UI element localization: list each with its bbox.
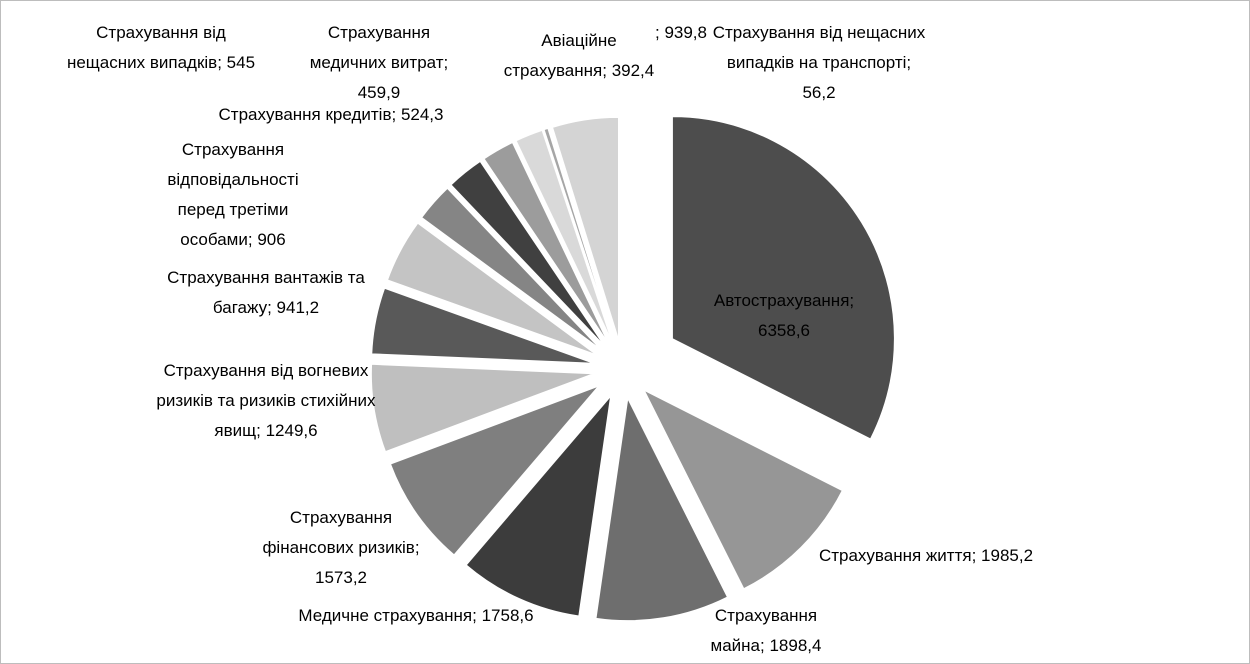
slice-name: Медичне страхування; [298,606,477,625]
slice-name: Страхування відповідальності перед треті… [167,140,299,249]
slice-value: 6358,6 [758,321,810,340]
slice-label: Страхування медичних витрат; 459,9 [292,18,467,108]
slice-name: Страхування медичних витрат; [309,23,449,72]
slice-name: Автострахування; [713,291,855,310]
pie-slice [371,287,594,364]
slice-value: 524,3 [400,105,444,124]
pie-slice [465,394,612,617]
slice-label: Страхування фінансових ризиків; 1573,2 [261,503,421,593]
slice-value: 56,2 [802,83,836,102]
slice-name: Страхування майна; [710,606,818,655]
slice-label: Медичне страхування; 1758,6 [291,601,541,631]
slice-value: 545 [226,53,256,72]
pie-slice [389,385,599,556]
slice-label: Страхування життя; 1985,2 [811,541,1041,571]
slice-value: 1573,2 [315,568,367,587]
slice-label: Страхування майна; 1898,4 [691,601,841,661]
pie-slice [671,116,895,440]
slice-label: Страхування відповідальності перед треті… [148,135,318,255]
pie-slice [450,160,605,346]
slice-value: 392,4 [611,61,655,80]
slice-label: Авіаційне страхування; 392,4 [497,26,662,86]
pie-slice [421,187,601,350]
slice-label: ; 939,8 [636,18,726,48]
slice-name: Страхування вантажів та багажу; [167,268,365,317]
slice-value: 1985,2 [981,546,1034,565]
slice-name: Страхування кредитів; [218,105,397,124]
slice-value: 906 [257,230,286,249]
slice-name: Страхування фінансових ризиків; [262,508,420,557]
slice-value: 1249,6 [265,421,318,440]
slice-value: 1758,6 [481,606,534,625]
pie-slice [370,363,594,453]
slice-name: Страхування від нещасних випадків на тра… [712,23,926,72]
slice-name: Авіаційне страхування; [503,31,617,80]
pie-slice [543,127,615,341]
slice-label: Страхування від нещасних випадків; 545 [61,18,261,78]
slice-value: ; 939,8 [655,23,707,42]
slice-label: Страхування від вогневих ризиків та ризи… [151,356,381,446]
slice-name: Страхування від нещасних випадків; [66,23,226,72]
pie-slice [551,116,619,340]
slice-value: 459,9 [357,83,401,102]
slice-name: Страхування від вогневих ризиків та ризи… [156,361,376,440]
slice-value: 1898,4 [769,636,822,655]
pie-slice [515,129,613,342]
slice-label: Автострахування; 6358,6 [689,286,879,346]
slice-label: Страхування від нещасних випадків на тра… [712,18,927,108]
pie-slice [595,396,729,622]
pie-slice [483,141,609,344]
slice-label: Страхування кредитів; 524,3 [211,100,451,130]
pie-slice [643,389,843,590]
pie-slice [386,222,597,356]
slice-name: Страхування життя; [818,546,977,565]
slice-value: 941,2 [276,298,320,317]
slice-label: Страхування вантажів та багажу; 941,2 [146,263,386,323]
